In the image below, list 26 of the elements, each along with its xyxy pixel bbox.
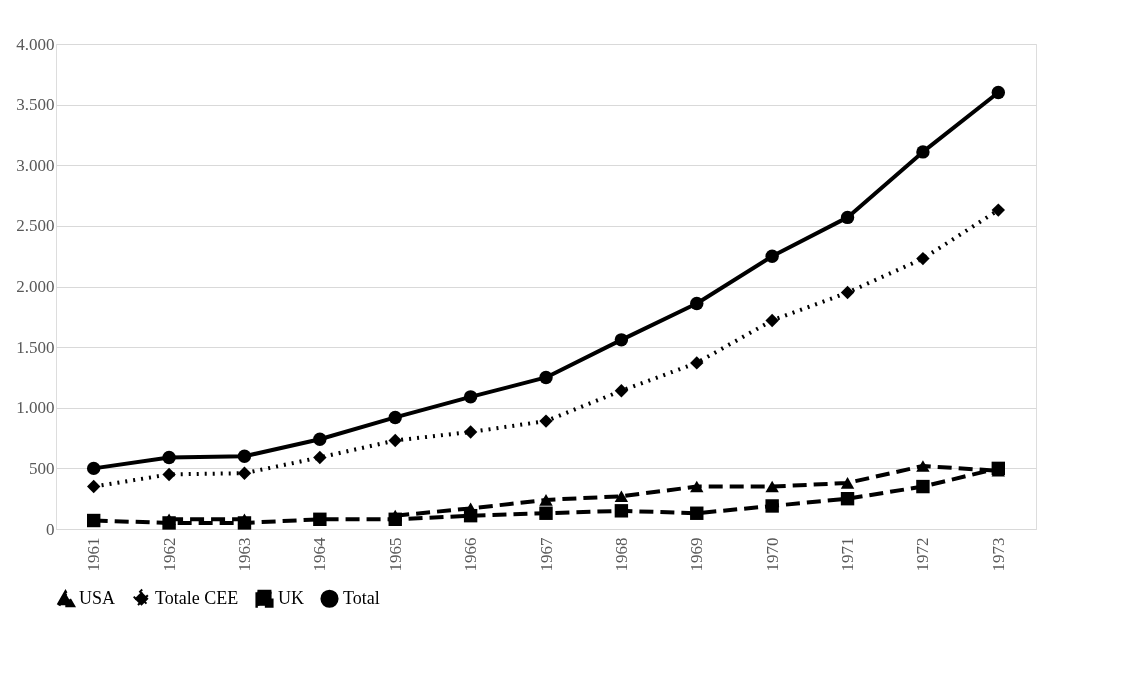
- x-tick-label: 1970: [762, 537, 782, 572]
- x-tick-label: 1966: [461, 537, 481, 572]
- y-tick-label: 3.000: [16, 155, 55, 175]
- x-tick-label: 1972: [913, 537, 933, 572]
- y-tick-label: 4.000: [16, 34, 55, 54]
- x-tick-label: 1963: [234, 537, 254, 572]
- x-tick-label: 1967: [536, 537, 556, 572]
- x-tick-label: 1971: [838, 537, 858, 572]
- y-tick-label: 0: [46, 519, 55, 539]
- x-tick-label: 1973: [988, 537, 1008, 572]
- x-tick-label: 1968: [611, 537, 631, 572]
- y-tick-label: 2.500: [16, 216, 55, 236]
- legend-label: Totale CEE: [155, 587, 239, 608]
- x-tick-label: 1961: [84, 537, 104, 572]
- y-tick-label: 500: [29, 458, 55, 478]
- x-tick-label: 1964: [310, 537, 330, 572]
- y-tick-label: 1.500: [16, 337, 55, 357]
- x-tick-label: 1969: [687, 537, 707, 572]
- legend-label: Total: [343, 587, 380, 608]
- legend-label: USA: [79, 588, 116, 609]
- x-tick-label: 1965: [385, 537, 405, 572]
- legend-label: UK: [278, 587, 304, 608]
- y-tick-label: 1.000: [16, 398, 55, 418]
- y-tick-label: 2.000: [16, 277, 55, 296]
- y-tick-label: 3.500: [16, 95, 55, 115]
- x-tick-label: 1962: [159, 537, 179, 572]
